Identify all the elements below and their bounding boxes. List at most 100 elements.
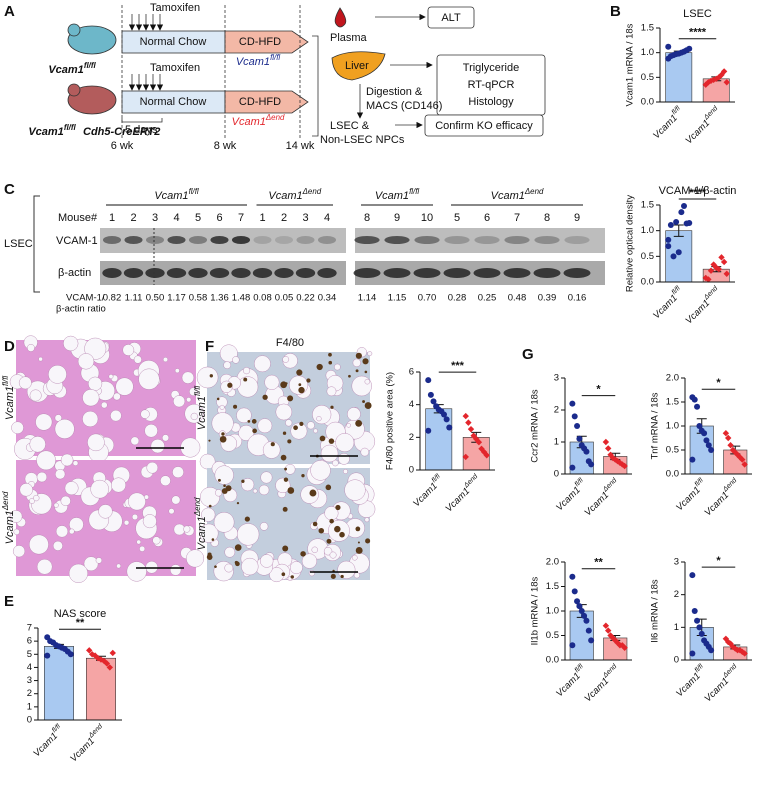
vcam-band bbox=[444, 236, 470, 244]
stain-spot bbox=[243, 377, 248, 382]
vacuole bbox=[98, 504, 113, 519]
vacuole bbox=[332, 459, 339, 467]
chart-title: LSEC bbox=[683, 8, 712, 20]
vacuole bbox=[335, 433, 355, 452]
stain-spot bbox=[329, 518, 334, 524]
ratio-value: 0.25 bbox=[478, 293, 497, 304]
stain-spot bbox=[330, 573, 336, 579]
y-tick-label: 2.0 bbox=[666, 373, 679, 384]
data-point bbox=[571, 588, 578, 595]
stain-spot bbox=[328, 360, 333, 365]
data-point bbox=[569, 642, 576, 649]
data-point bbox=[698, 630, 705, 637]
vacuole bbox=[254, 355, 271, 373]
group-label: Vcam1fl/fl bbox=[154, 187, 199, 202]
data-point bbox=[605, 627, 612, 634]
stain-spot bbox=[236, 501, 240, 505]
data-point bbox=[446, 424, 453, 431]
plasma-label: Plasma bbox=[330, 32, 368, 44]
vacuole bbox=[186, 549, 205, 568]
actin-band bbox=[353, 268, 381, 278]
vacuole bbox=[181, 371, 195, 384]
vcam-band bbox=[124, 236, 143, 244]
vacuole bbox=[344, 479, 366, 501]
x-tick-label: Vcam1fl/fl bbox=[410, 473, 446, 509]
x-tick-label: Vcam1fl/fl bbox=[553, 477, 589, 513]
lane-label: 6 bbox=[484, 212, 490, 224]
y-tick-label: 1.0 bbox=[666, 421, 679, 432]
stain-spot bbox=[348, 374, 351, 378]
x-tick-label: Vcam1Δend bbox=[682, 105, 723, 146]
data-point bbox=[602, 622, 610, 629]
digestion-label: MACS (CD146) bbox=[366, 100, 442, 112]
assay-label: Triglyceride bbox=[463, 62, 519, 74]
genotype-label: Vcam1Δend bbox=[232, 113, 285, 128]
data-point bbox=[427, 391, 434, 398]
vacuole bbox=[183, 525, 191, 533]
stain-spot bbox=[290, 575, 294, 579]
data-point bbox=[736, 647, 744, 654]
stain-spot bbox=[296, 369, 303, 376]
data-point bbox=[443, 416, 450, 423]
data-point bbox=[673, 218, 680, 225]
vacuole bbox=[55, 525, 69, 538]
vcam-band bbox=[253, 236, 272, 244]
vacuole bbox=[364, 517, 370, 523]
lane-label: 2 bbox=[281, 212, 287, 224]
vacuole bbox=[173, 395, 186, 408]
data-point bbox=[701, 430, 708, 437]
stain-spot bbox=[355, 352, 362, 359]
vcam-band bbox=[296, 236, 315, 244]
stain-spot bbox=[355, 419, 363, 427]
x-tick-label: Vcam1fl/fl bbox=[553, 663, 589, 699]
vacuole bbox=[55, 469, 66, 480]
significance-label: * bbox=[716, 377, 721, 389]
data-point bbox=[741, 461, 748, 468]
vacuole bbox=[128, 492, 146, 511]
data-point bbox=[689, 572, 696, 579]
stain-spot bbox=[208, 439, 211, 442]
vacuole bbox=[136, 539, 142, 545]
data-point bbox=[670, 253, 677, 260]
lane-label: 6 bbox=[216, 212, 222, 224]
data-point bbox=[425, 377, 432, 384]
group-label: Vcam1Δend bbox=[1, 491, 16, 544]
data-point bbox=[741, 650, 748, 657]
y-tick-label: 4 bbox=[409, 399, 414, 410]
stain-spot bbox=[299, 421, 304, 426]
stain-spot bbox=[283, 477, 289, 482]
vacuole bbox=[60, 453, 74, 467]
stain-spot bbox=[282, 506, 288, 512]
vacuole bbox=[311, 546, 318, 553]
group-label: Vcam1Δend bbox=[193, 497, 208, 550]
x-tick-label: Vcam1Δend bbox=[701, 663, 742, 704]
y-tick-label: 3 bbox=[27, 675, 32, 686]
vacuole bbox=[11, 421, 24, 434]
hfd-label: CD-HFD bbox=[239, 96, 281, 108]
vacuole bbox=[241, 478, 255, 492]
vacuole bbox=[77, 353, 95, 370]
x-tick-label: Vcam1Δend bbox=[701, 477, 742, 518]
vacuole bbox=[68, 563, 88, 583]
stain-spot bbox=[355, 369, 359, 373]
ratio-value: 1.14 bbox=[358, 293, 377, 304]
days-label: 5 days bbox=[125, 124, 158, 136]
days-bracket bbox=[121, 118, 163, 123]
data-point bbox=[720, 258, 728, 266]
vcam-band bbox=[188, 236, 208, 244]
stain-spot bbox=[364, 402, 372, 409]
vacuole bbox=[360, 447, 370, 457]
data-point bbox=[67, 651, 74, 658]
stain-spot bbox=[262, 394, 268, 400]
band-label: β-actin bbox=[58, 267, 91, 279]
vacuole bbox=[313, 428, 318, 434]
stain-spot bbox=[223, 484, 226, 487]
bar bbox=[43, 646, 74, 721]
ratio-value: 0.58 bbox=[189, 293, 208, 304]
vacuole bbox=[337, 560, 356, 579]
data-point bbox=[619, 642, 626, 649]
y-tick-label: 0.5 bbox=[641, 251, 654, 262]
data-point bbox=[462, 453, 469, 461]
data-point bbox=[569, 400, 576, 407]
mouse-label: Vcam1fl/fl bbox=[48, 61, 96, 76]
